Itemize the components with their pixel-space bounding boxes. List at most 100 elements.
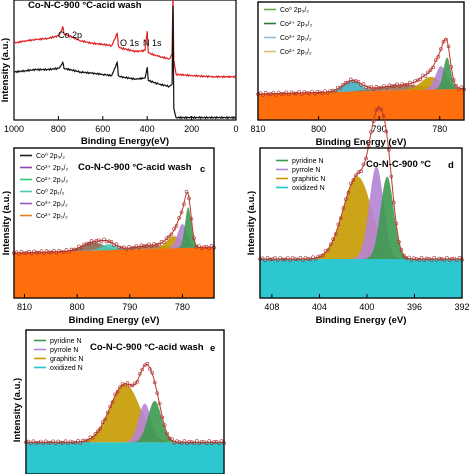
- panel-b-data-point-72: [441, 39, 446, 44]
- panel-d-data-point-71: [437, 256, 442, 261]
- panel-d-data-point-38: [354, 173, 358, 178]
- panel-c-frame-top: [13, 147, 215, 299]
- panel-e-data-point-15: [61, 440, 65, 445]
- panel-e-data-point-43: [130, 383, 135, 388]
- panel-c-data-point-2: [17, 252, 21, 256]
- panel-c-data-point-25: [74, 247, 79, 252]
- panel-e-data-point-66: [187, 439, 192, 444]
- panel-d-data-point-9: [280, 257, 285, 262]
- panel-c-data-point-52: [142, 244, 146, 248]
- panel-c-data-point-35: [99, 239, 104, 244]
- panel-e-data-point-57: [165, 431, 169, 436]
- panel-b-data-point-7: [274, 93, 278, 97]
- panel-d-ylabel: Intensity (a.u.): [246, 191, 257, 255]
- panel-e-data-point-44: [133, 381, 137, 386]
- panel-d-data-point-29: [331, 237, 336, 241]
- panel-b-data-point-15: [294, 91, 299, 96]
- panel-b-data-point-41: [361, 82, 366, 86]
- panel-a-ylabel: Intensity (a.u.): [0, 38, 11, 102]
- panel-d-data-point-22: [313, 257, 318, 261]
- panel-e-data-point-47: [140, 367, 145, 372]
- panel-b-data-point-33: [341, 83, 345, 87]
- panel-b-data-point-68: [431, 65, 435, 70]
- panel-c-data-point-72: [192, 236, 196, 240]
- panel-b-data-point-22: [312, 91, 317, 96]
- panel-b-data-point-43: [366, 85, 371, 90]
- panel-b-data-point-3: [263, 90, 268, 95]
- panel-d-title: Co-N-C-900 °C: [366, 159, 431, 170]
- panel-b-data-point-48: [379, 85, 384, 90]
- panel-b-data-point-11: [284, 90, 289, 95]
- panel-e-data-point-21: [76, 438, 80, 443]
- panel-d-data-point-16: [298, 256, 303, 260]
- panel-c-data-point-3: [19, 249, 24, 254]
- panel-d-xtick-label-3: 396: [407, 302, 422, 312]
- panel-d-xtick-label-0: 408: [264, 302, 279, 312]
- panel-e-data-point-36: [113, 392, 117, 397]
- panel-b-frame-top: [257, 1, 465, 121]
- panel-b-background-area: [258, 88, 464, 120]
- panel-e-background-area: [26, 442, 224, 474]
- panel-d-data-point-74: [445, 255, 449, 260]
- panel-d-data-point-53: [391, 200, 396, 205]
- panel-e-legend-label-3: oxidized N: [50, 365, 83, 372]
- panel-d-xlabel: Binding Energy (eV): [316, 315, 407, 326]
- panel-e-data-point-77: [214, 439, 219, 444]
- panel-e-data-point-46: [138, 371, 142, 376]
- panel-e-data-point-59: [170, 437, 174, 442]
- panel-c-data-point-41: [114, 242, 119, 247]
- panel-a-xtick-label-0: 1000: [4, 124, 24, 134]
- panel-d-data-point-48: [379, 107, 384, 112]
- panel-c-data-point-54: [147, 242, 151, 247]
- panel-d-data-point-46: [374, 108, 378, 112]
- panel-b-data-point-17: [299, 92, 304, 96]
- panel-e-data-point-60: [172, 440, 177, 445]
- panel-d-data-point-49: [381, 114, 386, 118]
- panel-b-legend-label-3: Co²⁺ 2p₁/₂: [280, 49, 312, 56]
- panel-c-data-point-32: [92, 240, 96, 245]
- panel-a-xtick-label-2: 600: [95, 124, 110, 134]
- panel-b-data-point-21: [310, 89, 314, 94]
- panel-b-data-point-2: [261, 93, 266, 97]
- panel-e-data-point-14: [58, 440, 63, 445]
- panel-d-data-point-36: [349, 181, 353, 186]
- panel-d-xtick-label-4: 392: [454, 302, 469, 312]
- panel-d-data-point-17: [301, 258, 305, 262]
- panel-d-frame-top: [259, 147, 463, 299]
- panel-d-data-point-23: [316, 254, 320, 259]
- panel-c-data-point-69: [184, 189, 189, 194]
- panel-d-data-point-73: [442, 258, 447, 262]
- panel-c-data-point-14: [47, 250, 51, 254]
- panel-c-data-point-73: [194, 244, 199, 249]
- panel-e-ylabel: Intensity (a.u.): [12, 378, 23, 442]
- panel-d-data-point-76: [450, 256, 454, 261]
- panel-e-data-point-17: [66, 441, 70, 446]
- panel-d-data-point-62: [414, 257, 419, 261]
- panel-b-data-point-75: [449, 65, 453, 69]
- panel-e-letter: e: [210, 343, 215, 354]
- panel-b-data-point-44: [369, 85, 374, 89]
- panel-b-data-point-27: [325, 91, 330, 95]
- panel-d-data-point-4: [268, 257, 272, 262]
- panel-c-data-point-78: [207, 246, 211, 250]
- panel-b-legend-label-2: Co³⁺ 2p₁/₂: [280, 35, 312, 42]
- panel-a-xtick-label-3: 400: [140, 124, 155, 134]
- panel-d-legend-label-0: pyridine N: [292, 158, 324, 165]
- panel-d-peak-0: [260, 176, 462, 259]
- panel-e-data-point-34: [108, 404, 112, 409]
- panel-d-data-point-40: [359, 169, 363, 173]
- panel-c-data-point-47: [129, 246, 134, 251]
- panel-d-data-point-37: [351, 178, 356, 182]
- panel-c-data-point-16: [52, 248, 56, 253]
- panel-b-data-point-71: [438, 47, 443, 51]
- panel-e-data-point-40: [123, 383, 127, 387]
- panel-a-xtick-label-5: 0: [233, 124, 238, 134]
- panel-e-data-point-76: [212, 440, 216, 444]
- panel-e-data-point-50: [148, 367, 152, 371]
- panel-e-data-point-65: [185, 441, 189, 446]
- panel-b-data-point-54: [395, 82, 399, 87]
- panel-b-data-point-1: [258, 91, 263, 95]
- panel-c-data-point-31: [89, 239, 94, 243]
- panel-d-data-point-27: [326, 248, 331, 252]
- panel-c-data-point-42: [117, 245, 121, 250]
